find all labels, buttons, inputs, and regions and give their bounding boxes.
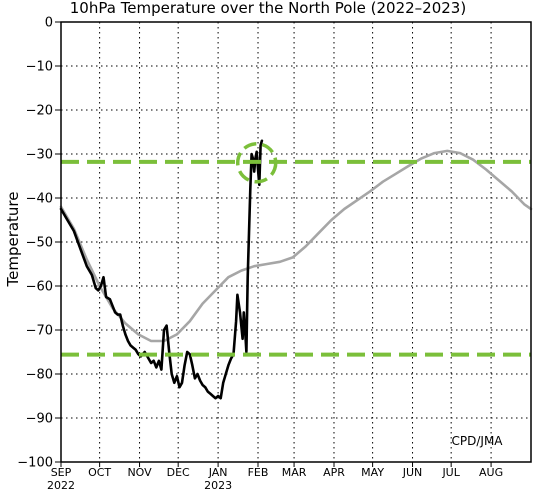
x-tick-label: MAY [361,466,384,479]
y-tick-label: −70 [26,324,53,339]
chart-title: 10hPa Temperature over the North Pole (2… [70,0,466,17]
x-tick-label: AUG [479,466,503,479]
y-tick-label: −60 [26,280,53,295]
y-tick-label: −40 [26,192,53,207]
x-tick-year-label: 2023 [204,479,232,492]
highlight-circle [235,142,278,184]
x-tick-label: OCT [88,466,111,479]
y-tick-label: −10 [26,60,53,75]
series-line-climatology [59,149,533,343]
y-tick-label: −90 [26,412,53,427]
y-axis-label: Temperature [4,191,22,287]
credit-label: CPD/JMA [452,434,504,448]
grid [61,22,531,462]
y-tick-label: −100 [17,456,53,471]
y-tick-label: −80 [26,368,53,383]
reference-lines [61,142,531,357]
x-tick-label: JAN [208,466,228,479]
x-tick-year-label: 2022 [47,479,75,492]
x-tick-label: MAR [282,466,307,479]
x-tick-label: JUL [441,466,460,479]
x-tick-label: NOV [127,466,152,479]
x-tick-label: SEP [51,466,72,479]
x-tick-label: JUN [402,466,423,479]
x-tick-label: DEC [167,466,190,479]
y-tick-label: −20 [26,104,53,119]
y-tick-label: −30 [26,148,53,163]
y-tick-label: −50 [26,236,53,251]
plot-frame [60,21,532,463]
y-tick-label: 0 [45,16,53,31]
series-line-observed [59,139,264,400]
x-tick-label: APR [323,466,345,479]
series-layer [59,139,533,400]
x-tick-label: FEB [248,466,269,479]
